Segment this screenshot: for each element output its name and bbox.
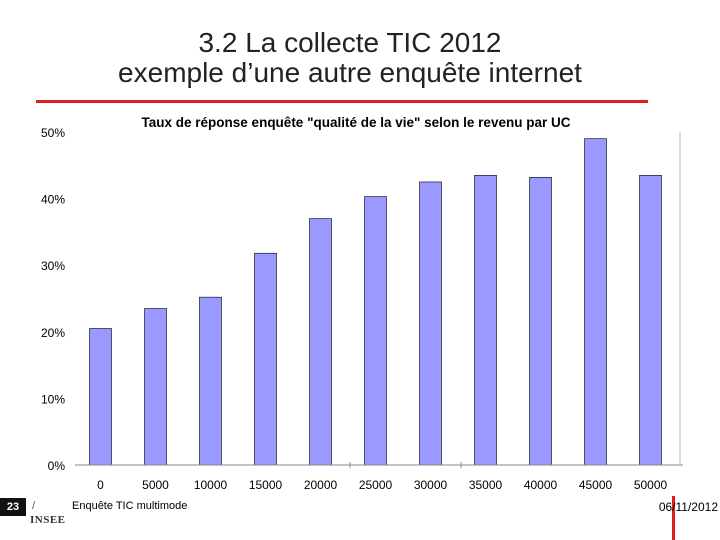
y-axis-labels: 0% 10% 20% 30% 40% 50%: [41, 126, 65, 473]
bar-chart: Taux de réponse enquête "qualité de la v…: [41, 115, 683, 492]
y-tick-label: 20%: [41, 326, 65, 340]
bar: [639, 174, 662, 466]
x-tick-label: 35000: [469, 478, 503, 492]
page-number: 23: [0, 498, 26, 516]
bars: [89, 138, 662, 466]
x-tick-label: 40000: [524, 478, 558, 492]
bar: [584, 138, 607, 466]
y-tick-label: 50%: [41, 126, 65, 140]
y-tick-label: 40%: [41, 193, 65, 207]
x-tick-label: 50000: [634, 478, 668, 492]
insee-logo: INSEE: [30, 514, 66, 526]
y-tick-label: 30%: [41, 259, 65, 273]
y-tick-label: 0%: [48, 459, 66, 473]
x-tick-label: 5000: [142, 478, 169, 492]
slide-title-line2: exemple d’une autre enquête internet: [118, 57, 582, 88]
y-tick-label: 10%: [41, 392, 65, 406]
footer-source: Enquête TIC multimode: [72, 500, 188, 512]
bar: [89, 328, 112, 466]
slide-title: 3.2 La collecte TIC 2012 exemple d’une a…: [0, 28, 700, 88]
x-tick-label: 25000: [359, 478, 393, 492]
x-axis-labels: 0 5000 10000 15000 20000 25000 30000 35000 40000…: [97, 478, 667, 492]
x-tick-label: 45000: [579, 478, 613, 492]
slide-title-line1: 3.2 La collecte TIC 2012: [198, 27, 502, 58]
footer-date: 06/11/2012: [658, 500, 718, 514]
bar: [199, 296, 222, 466]
bar: [474, 174, 497, 466]
x-tick-label: 20000: [304, 478, 338, 492]
bar: [529, 176, 552, 466]
title-divider: [36, 100, 648, 103]
chart-title: Taux de réponse enquête "qualité de la v…: [142, 115, 571, 130]
x-tick-label: 10000: [194, 478, 228, 492]
footer-red-rule: [672, 496, 675, 540]
x-tick-label: 15000: [249, 478, 283, 492]
page-slash: /: [32, 500, 36, 512]
bar: [254, 252, 277, 466]
bar: [144, 308, 167, 466]
bar: [419, 181, 442, 466]
bar: [364, 196, 387, 466]
x-tick-label: 30000: [414, 478, 448, 492]
bar: [309, 218, 332, 466]
x-tick-label: 0: [97, 478, 104, 492]
